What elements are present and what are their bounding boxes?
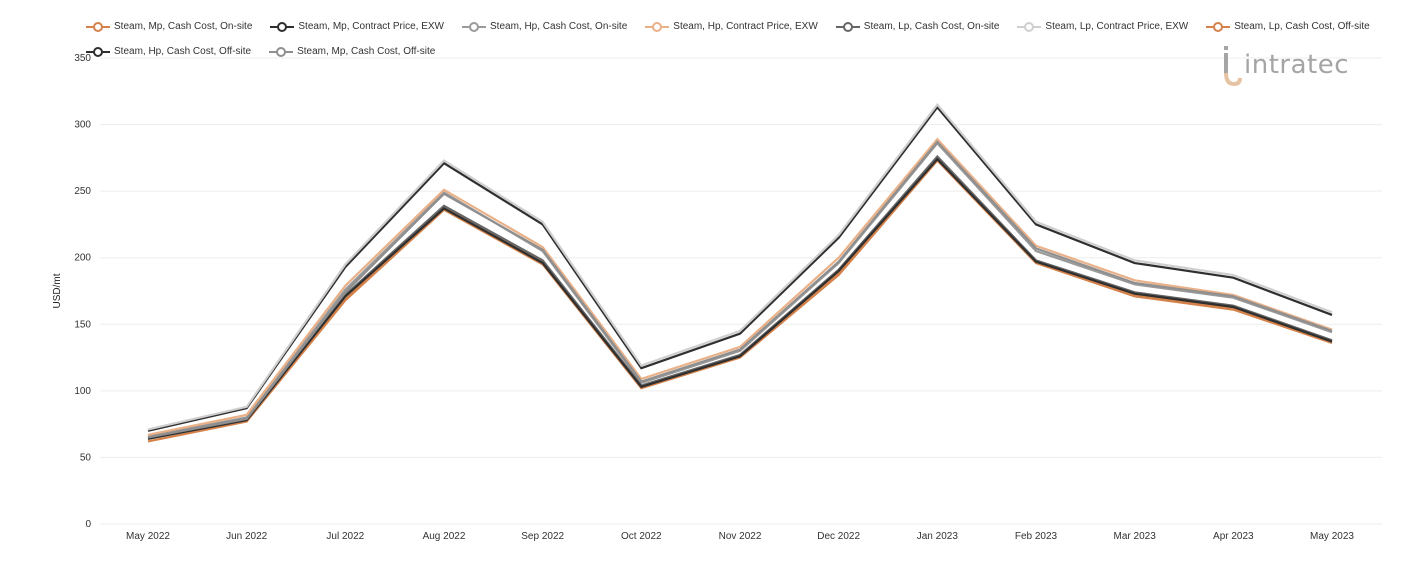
legend: Steam, Mp, Cash Cost, On-site Steam, Mp, … [86,14,1376,64]
legend-swatch-icon [269,46,294,58]
y-tick-label: 100 [74,386,91,397]
legend-label: Steam, Mp, Contract Price, EXW [298,21,444,32]
legend-item[interactable]: Steam, Mp, Cash Cost, Off-site [269,46,435,58]
legend-marker-icon [1024,21,1035,32]
legend-item[interactable]: Steam, Lp, Cash Cost, On-site [835,21,1000,33]
legend-item[interactable]: Steam, Hp, Cash Cost, Off-site [86,46,251,58]
series-line-8[interactable] [147,140,1333,439]
x-tick-label: Apr 2023 [1213,531,1254,542]
x-tick-label: Aug 2022 [423,531,466,542]
legend-item[interactable]: Steam, Hp, Cash Cost, On-site [462,21,627,33]
series-line-6[interactable] [147,158,1333,443]
legend-swatch-icon [835,21,860,33]
series-line-7[interactable] [147,157,1333,440]
series-line-2[interactable] [147,141,1333,438]
legend-marker-icon [842,21,853,32]
legend-swatch-icon [462,21,486,33]
legend-label: Steam, Lp, Cash Cost, On-site [863,21,1000,32]
legend-item[interactable]: Steam, Lp, Contract Price, EXW [1017,21,1188,33]
legend-item[interactable]: Steam, Hp, Contract Price, EXW [645,21,818,33]
series-line-1[interactable] [147,105,1333,432]
x-tick-label: May 2022 [126,531,170,542]
series-lines [147,102,1333,443]
legend-marker-icon [93,46,103,57]
y-tick-label: 50 [80,452,92,463]
legend-swatch-icon [645,21,670,33]
legend-item[interactable]: Steam, Mp, Cash Cost, On-site [86,21,252,33]
legend-marker-icon [652,21,663,32]
x-tick-label: Oct 2022 [621,531,662,542]
legend-row: Steam, Mp, Cash Cost, On-site Steam, Mp, … [86,14,1376,39]
y-tick-label: 350 [74,53,91,64]
logo-text: intratec [1244,50,1350,80]
legend-marker-icon [1213,21,1224,32]
legend-label: Steam, Hp, Cash Cost, Off-site [114,46,252,57]
legend-marker-icon [93,21,103,32]
grid-lines [100,57,1382,525]
y-tick-label: 200 [74,253,91,264]
legend-label: Steam, Hp, Contract Price, EXW [673,21,818,32]
x-tick-label: Nov 2022 [719,531,762,542]
legend-swatch-icon [86,21,110,33]
x-tick-label: Jul 2022 [326,531,364,542]
x-tick-label: May 2023 [1310,531,1354,542]
legend-marker-icon [469,21,479,32]
x-tick-label: Jan 2023 [917,531,959,542]
legend-item[interactable]: Steam, Mp, Contract Price, EXW [270,21,444,33]
legend-swatch-icon [1206,21,1231,33]
legend-marker-icon [276,46,287,57]
x-tick-label: Mar 2023 [1114,531,1157,542]
y-tick-label: 300 [74,120,91,131]
y-tick-label: 150 [74,319,91,330]
legend-label: Steam, Lp, Cash Cost, Off-site [1234,21,1370,32]
y-axis-title: USD/mt [52,273,63,308]
legend-label: Steam, Mp, Cash Cost, On-site [114,21,253,32]
legend-swatch-icon [86,46,110,58]
y-tick-label: 250 [74,186,91,197]
legend-swatch-icon [1017,21,1042,33]
legend-item[interactable]: Steam, Lp, Cash Cost, Off-site [1206,21,1370,33]
legend-swatch-icon [270,21,295,33]
y-tick-labels: 0 50 100 150 200 250 300 350 [74,53,91,530]
legend-marker-icon [277,21,288,32]
legend-label: Steam, Hp, Cash Cost, On-site [490,21,628,32]
series-line-3[interactable] [147,137,1333,436]
logo-mark-icon [1224,46,1242,87]
legend-row: Steam, Hp, Cash Cost, Off-site Steam, Mp,… [86,39,1376,64]
brand-logo: intratec [1222,42,1349,88]
x-tick-labels: May 2022 Jun 2022 Jul 2022 Aug 2022 Sep 2022… [126,531,1354,542]
x-tick-label: Jun 2022 [226,531,268,542]
x-tick-label: Sep 2022 [521,531,564,542]
x-tick-label: Feb 2023 [1015,531,1058,542]
x-tick-label: Dec 2022 [817,531,860,542]
legend-label: Steam, Mp, Cash Cost, Off-site [297,46,436,57]
y-tick-label: 0 [85,519,91,530]
series-line-5[interactable] [147,102,1333,431]
legend-label: Steam, Lp, Contract Price, EXW [1045,21,1189,32]
